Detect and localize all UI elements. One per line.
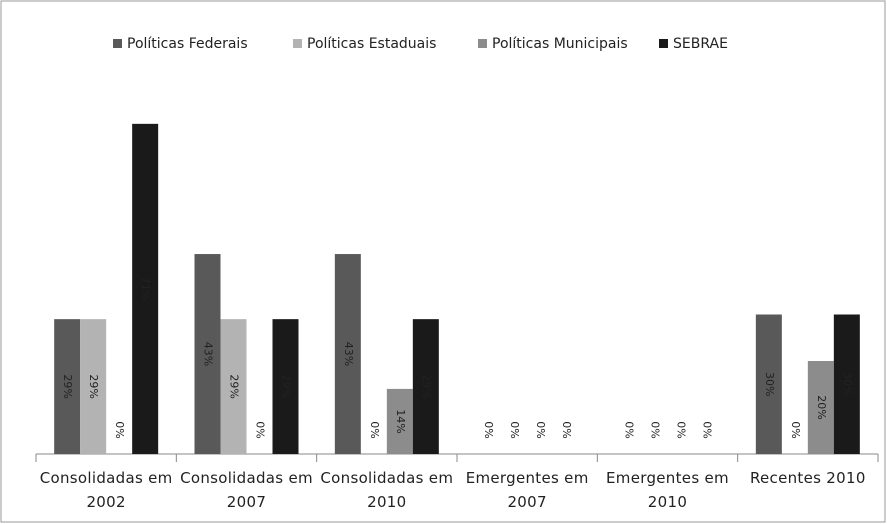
bar: [220, 319, 247, 454]
bar: [194, 254, 221, 454]
data-label: 29%: [420, 374, 433, 398]
data-label: 20%: [815, 395, 828, 419]
x-tick-label: Emergentes em 2010: [606, 469, 729, 511]
data-label: 71%: [139, 277, 152, 301]
x-tick-label: Recentes 2010: [749, 469, 866, 487]
data-label: 0%: [508, 421, 521, 438]
legend-swatch: [293, 39, 302, 48]
data-label: 30%: [841, 372, 854, 396]
data-label: 0%: [623, 421, 636, 438]
data-label: 29%: [87, 374, 100, 398]
x-tick-label: Consolidadas em 2002: [39, 469, 173, 511]
data-label: 14%: [394, 409, 407, 433]
legend-swatch: [478, 39, 487, 48]
data-label: 43%: [202, 342, 215, 366]
bar: [807, 361, 834, 454]
bar: [833, 314, 860, 454]
x-tick-label: Consolidadas em 2010: [320, 469, 454, 511]
data-label: 29%: [228, 374, 241, 398]
data-label: 29%: [61, 374, 74, 398]
data-label: 0%: [649, 421, 662, 438]
legend-label: Políticas Federais: [127, 36, 248, 52]
data-label: 0%: [560, 421, 573, 438]
legend-label: SEBRAE: [673, 36, 728, 52]
legend-swatch: [113, 39, 122, 48]
data-label: 0%: [789, 421, 802, 438]
data-label: 0%: [254, 421, 267, 438]
legend-label: Políticas Estaduais: [307, 36, 436, 52]
data-label: 0%: [701, 421, 714, 438]
bar: [334, 254, 361, 454]
data-label: 0%: [368, 421, 381, 438]
data-label: 29%: [280, 374, 293, 398]
x-tick-label: Consolidadas em 2007: [180, 469, 313, 511]
bar: [132, 123, 159, 454]
data-label: 0%: [482, 421, 495, 438]
data-label: 0%: [534, 421, 547, 438]
bar: [272, 319, 299, 454]
bar: [412, 319, 439, 454]
bar: [755, 314, 782, 454]
bar: [54, 319, 81, 454]
data-label: 0%: [675, 421, 688, 438]
bar: [386, 388, 413, 454]
bar: [80, 319, 107, 454]
x-tick-label: Emergentes em 2007: [465, 469, 589, 511]
data-label: 0%: [113, 421, 126, 438]
legend-label: Políticas Municipais: [492, 36, 628, 52]
data-label: 30%: [763, 372, 776, 396]
data-label: 43%: [342, 342, 355, 366]
legend-swatch: [659, 39, 668, 48]
